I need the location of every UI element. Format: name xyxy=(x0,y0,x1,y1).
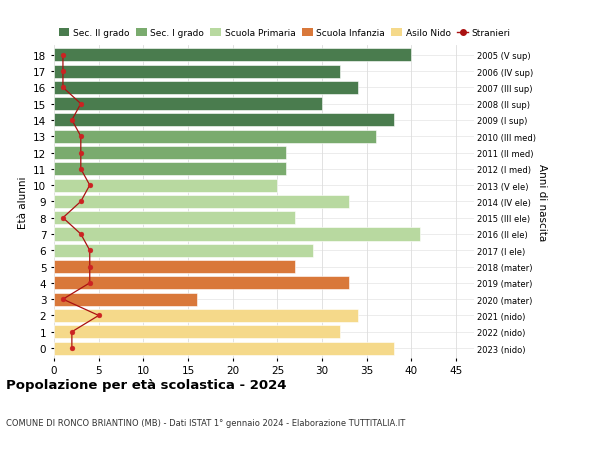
Bar xyxy=(54,325,340,338)
Bar xyxy=(54,244,313,257)
Bar xyxy=(54,147,286,160)
Bar xyxy=(54,261,295,274)
Bar xyxy=(54,277,349,290)
Bar xyxy=(54,228,421,241)
Text: Popolazione per età scolastica - 2024: Popolazione per età scolastica - 2024 xyxy=(6,379,287,392)
Bar xyxy=(54,49,412,62)
Bar xyxy=(54,293,197,306)
Bar xyxy=(54,130,376,143)
Text: COMUNE DI RONCO BRIANTINO (MB) - Dati ISTAT 1° gennaio 2024 - Elaborazione TUTTI: COMUNE DI RONCO BRIANTINO (MB) - Dati IS… xyxy=(6,418,405,427)
Bar xyxy=(54,163,286,176)
Bar xyxy=(54,65,340,78)
Bar xyxy=(54,342,394,355)
Bar xyxy=(54,309,358,322)
Legend: Sec. II grado, Sec. I grado, Scuola Primaria, Scuola Infanzia, Asilo Nido, Stran: Sec. II grado, Sec. I grado, Scuola Prim… xyxy=(59,29,511,38)
Bar xyxy=(54,196,349,208)
Bar xyxy=(54,82,358,95)
Y-axis label: Anni di nascita: Anni di nascita xyxy=(537,163,547,241)
Bar xyxy=(54,98,322,111)
Y-axis label: Età alunni: Età alunni xyxy=(17,176,28,228)
Bar xyxy=(54,179,277,192)
Bar xyxy=(54,212,295,225)
Bar xyxy=(54,114,394,127)
